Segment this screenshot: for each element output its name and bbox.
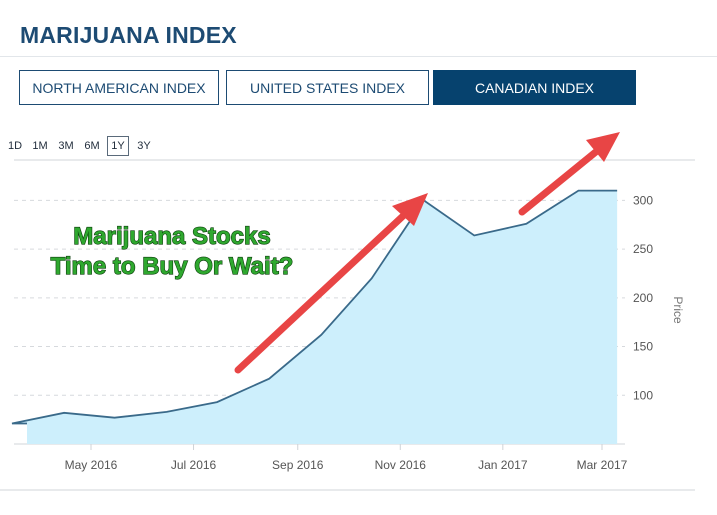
up-arrow-left: [234, 198, 422, 374]
price-line: [11, 189, 618, 425]
overlay-headline-line1: Marijuana Stocks: [73, 223, 270, 250]
x-tick-label: Jan 2017: [478, 458, 528, 472]
x-tick-label: May 2016: [65, 458, 118, 472]
y-tick-label: 150: [633, 340, 653, 354]
y-tick-label: 200: [633, 291, 653, 305]
range-1m[interactable]: 1M: [32, 140, 48, 152]
y-tick-label: 300: [633, 193, 653, 207]
range-3m[interactable]: 3M: [58, 140, 74, 152]
x-tick-label: Sep 2016: [272, 458, 324, 472]
page-title: MARIJUANA INDEX: [20, 22, 237, 48]
y-tick-label: 100: [633, 388, 653, 402]
price-area: [11, 190, 618, 444]
up-arrow-right-head: [586, 132, 620, 162]
tab-united-states-index[interactable]: UNITED STATES INDEX: [226, 70, 429, 105]
range-6m[interactable]: 6M: [84, 140, 100, 152]
x-tick-label: Mar 2017: [577, 458, 628, 472]
up-arrow-left-head: [392, 193, 428, 226]
x-tick-label: Nov 2016: [375, 458, 427, 472]
y-tick-label: 250: [633, 242, 653, 256]
range-3y[interactable]: 3Y: [137, 140, 151, 152]
tab-north-american-index[interactable]: NORTH AMERICAN INDEX: [19, 70, 219, 105]
y-axis-label: Price: [671, 296, 685, 324]
x-tick-label: Jul 2016: [171, 458, 217, 472]
range-1d[interactable]: 1D: [7, 140, 23, 152]
range-1y[interactable]: 1Y: [107, 136, 129, 156]
overlay-headline-line2: Time to Buy Or Wait?: [51, 253, 294, 280]
tab-canadian-index[interactable]: CANADIAN INDEX: [433, 70, 636, 105]
up-arrow-right: [518, 138, 612, 216]
title-divider: [0, 56, 717, 57]
